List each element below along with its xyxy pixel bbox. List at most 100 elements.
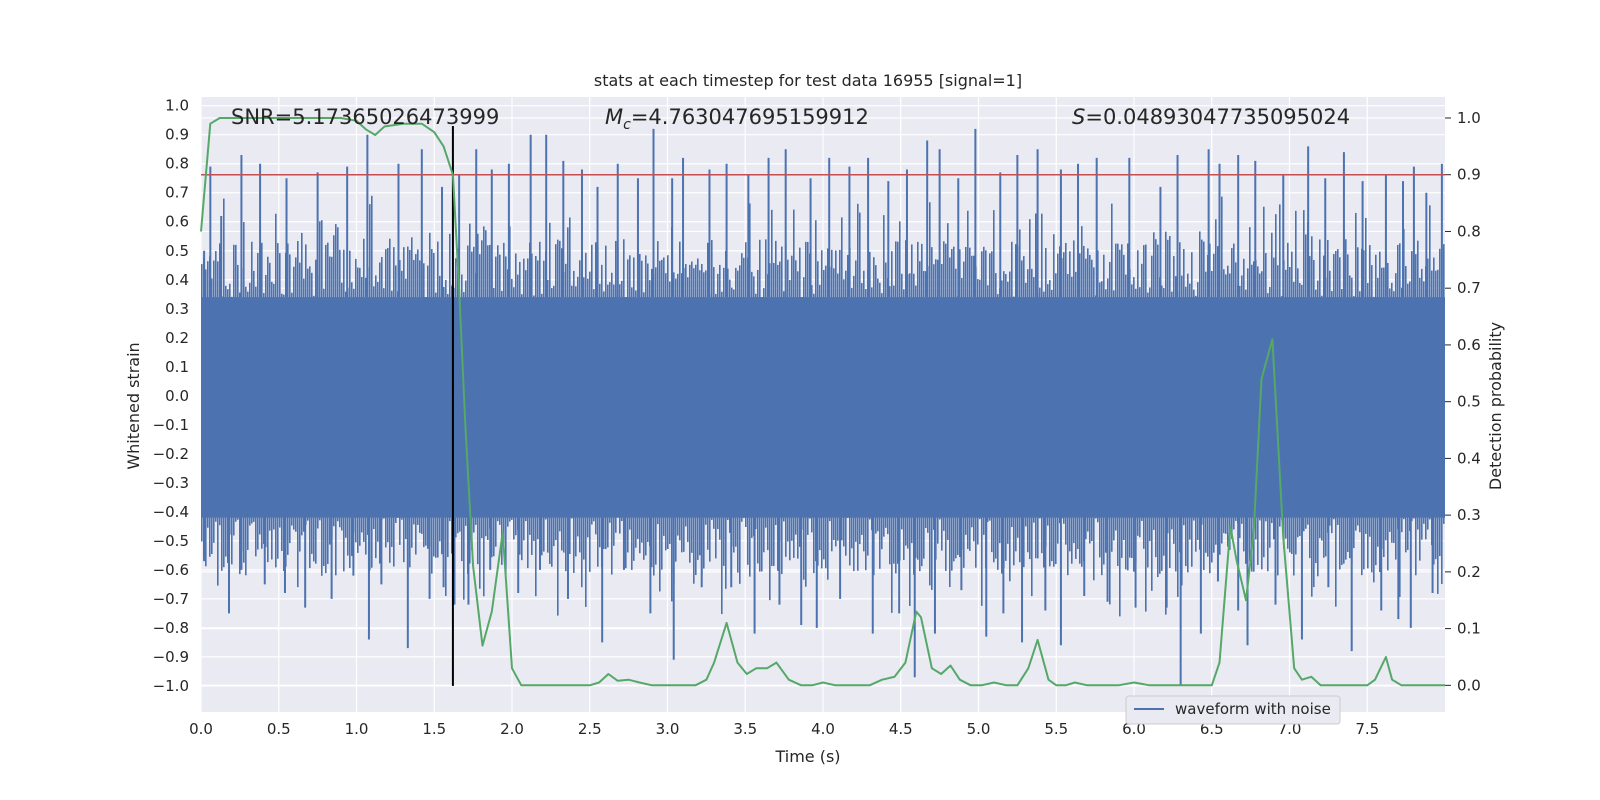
- x-tick-label: 0.0: [189, 720, 213, 738]
- noise-lower-bar: [1187, 516, 1189, 573]
- noise-lower-bar: [1149, 516, 1151, 542]
- noise-lower-bar: [983, 516, 985, 535]
- noise-lower-bar: [763, 516, 765, 553]
- noise-lower-bar: [775, 516, 777, 526]
- noise-upper-bar: [1123, 254, 1125, 299]
- noise-lower-bar: [1317, 516, 1319, 577]
- noise-lower-bar: [549, 516, 551, 564]
- noise-upper-bar: [1043, 291, 1045, 299]
- noise-lower-bar: [745, 516, 747, 528]
- noise-upper-bar: [1377, 277, 1379, 299]
- noise-upper-bar: [471, 251, 473, 299]
- noise-lower-bar: [1325, 516, 1327, 557]
- noise-lower-bar: [1159, 516, 1161, 574]
- noise-lower-bar: [1259, 516, 1261, 521]
- noise-lower-bar: [1261, 516, 1263, 570]
- noise-lower-bar: [321, 516, 323, 576]
- noise-lower-bar: [587, 516, 589, 538]
- noise-lower-bar: [1415, 516, 1417, 576]
- noise-lower-bar: [1125, 516, 1127, 570]
- noise-lower-bar: [637, 516, 639, 539]
- x-tick-label: 3.0: [656, 720, 680, 738]
- noise-lower-bar: [857, 516, 859, 571]
- noise-upper-bar: [1027, 269, 1029, 299]
- noise-lower-bar: [645, 516, 647, 556]
- noise-lower-bar: [265, 516, 267, 548]
- noise-lower-bar: [465, 516, 467, 526]
- noise-lower-bar: [963, 516, 965, 568]
- noise-lower-bar: [1277, 516, 1279, 576]
- noise-upper-bar: [535, 255, 537, 299]
- noise-lower-bar: [863, 516, 865, 552]
- noise-upper-bar: [1253, 261, 1255, 299]
- noise-upper-bar: [967, 210, 969, 299]
- noise-lower-bar: [327, 516, 329, 564]
- noise-lower-bar: [1147, 516, 1149, 568]
- noise-lower-bar: [609, 516, 611, 523]
- noise-lower-bar: [463, 516, 465, 600]
- noise-upper-bar: [647, 263, 649, 299]
- noise-lower-bar: [1031, 516, 1033, 597]
- noise-upper-bar: [1229, 273, 1231, 299]
- noise-upper-bar: [1047, 284, 1049, 299]
- noise-upper-bar: [1365, 217, 1367, 299]
- noise-lower-bar: [773, 516, 775, 566]
- noise-upper-bar: [233, 244, 235, 299]
- noise-lower-bar: [1189, 516, 1191, 540]
- noise-lower-bar: [607, 516, 609, 548]
- noise-upper-bar: [245, 286, 247, 299]
- noise-upper-bar: [1203, 241, 1205, 299]
- noise-upper-bar: [607, 284, 609, 299]
- noise-upper-bar: [925, 271, 927, 299]
- noise-lower-bar: [251, 516, 253, 524]
- noise-upper-bar: [881, 293, 883, 299]
- noise-upper-bar: [469, 223, 471, 299]
- noise-lower-bar: [509, 516, 511, 522]
- noise-upper-bar: [775, 240, 777, 299]
- noise-upper-bar: [521, 294, 523, 299]
- noise-upper-bar: [1185, 286, 1187, 299]
- noise-lower-bar: [1069, 516, 1071, 552]
- noise-lower-bar: [1063, 516, 1065, 524]
- noise-lower-bar: [837, 516, 839, 541]
- noise-upper-bar: [331, 256, 333, 299]
- noise-lower-bar: [771, 516, 773, 567]
- noise-lower-bar: [739, 516, 741, 584]
- noise-lower-bar: [1239, 516, 1241, 539]
- noise-lower-bar: [205, 516, 207, 567]
- noise-lower-bar: [589, 516, 591, 572]
- noise-lower-bar: [425, 516, 427, 546]
- noise-upper-bar: [1089, 254, 1091, 299]
- noise-upper-bar: [533, 295, 535, 299]
- noise-lower-bar: [633, 516, 635, 561]
- noise-lower-bar: [909, 516, 911, 606]
- noise-lower-bar: [951, 516, 953, 571]
- noise-upper-bar: [991, 251, 993, 299]
- noise-lower-bar: [495, 516, 497, 547]
- noise-lower-bar: [267, 516, 269, 563]
- right-tick-label: 1.0: [1457, 109, 1481, 127]
- noise-upper-bar: [543, 260, 545, 299]
- noise-upper-bar: [1443, 244, 1445, 299]
- noise-lower-bar: [479, 516, 481, 589]
- noise-lower-bar: [1215, 516, 1217, 545]
- noise-lower-bar: [1119, 516, 1121, 617]
- noise-lower-bar: [565, 516, 567, 572]
- noise-lower-bar: [399, 516, 401, 545]
- noise-upper-bar: [1267, 293, 1269, 299]
- noise-upper-bar: [1115, 243, 1117, 299]
- noise-upper-bar: [645, 255, 647, 299]
- noise-upper-bar: [899, 221, 901, 299]
- noise-lower-bar: [1429, 516, 1431, 520]
- noise-lower-bar: [765, 516, 767, 528]
- noise-lower-bar: [999, 516, 1001, 544]
- x-axis-label: Time (s): [774, 747, 840, 766]
- noise-upper-bar: [1393, 291, 1395, 299]
- noise-lower-bar: [383, 516, 385, 519]
- noise-lower-bar: [249, 516, 251, 526]
- noise-lower-bar: [455, 516, 457, 538]
- noise-upper-bar: [979, 279, 981, 299]
- noise-lower-bar: [419, 516, 421, 533]
- noise-lower-bar: [1099, 516, 1101, 558]
- noise-lower-bar: [1213, 516, 1215, 553]
